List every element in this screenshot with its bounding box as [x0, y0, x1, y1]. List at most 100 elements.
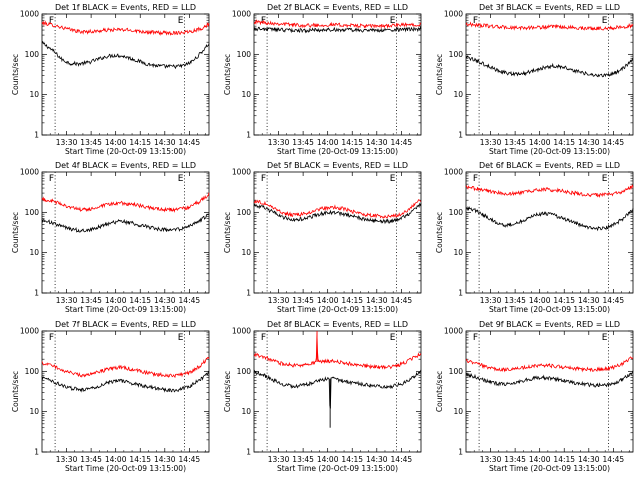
x-tick-label: 14:15	[553, 296, 575, 305]
x-tick-label: 14:45	[391, 296, 413, 305]
x-tick-label: 14:30	[578, 455, 600, 464]
x-tick-label: 13:45	[292, 455, 314, 464]
y-tick-label: 1	[458, 448, 463, 457]
series-line-lld	[465, 21, 634, 31]
y-axis-label: Counts/sec	[223, 212, 232, 253]
x-tick-label: 14:00	[317, 455, 339, 464]
start-marker-label: F	[49, 174, 54, 184]
x-tick-label: 14:15	[341, 138, 363, 147]
series-line-events	[253, 369, 422, 409]
y-axis-label: Counts/sec	[11, 371, 20, 412]
y-tick-label: 1000	[20, 10, 39, 19]
y-axis-label: Counts/sec	[11, 54, 20, 95]
y-tick-label: 1000	[444, 168, 463, 177]
end-marker-label: E	[178, 174, 184, 184]
y-tick-label: 1000	[444, 327, 463, 336]
x-tick-label: 13:45	[292, 138, 314, 147]
x-tick-label: 14:15	[129, 138, 151, 147]
series-line-events	[465, 205, 634, 232]
panel-grid: Det 1f BLACK = Events, RED = LLD 1 10 100 10…	[11, 3, 634, 473]
y-tick-label: 1	[34, 131, 39, 140]
x-axis-label: Start Time (20-Oct-09 13:15:00)	[277, 147, 398, 156]
y-tick-label: 1000	[232, 168, 251, 177]
x-tick-label: 13:30	[268, 296, 290, 305]
panel-det-1: Det 1f BLACK = Events, RED = LLD 1 10 100 10…	[11, 3, 210, 156]
x-tick-label: 13:30	[56, 455, 78, 464]
x-axis-label: Start Time (20-Oct-09 13:15:00)	[277, 305, 398, 314]
y-tick-label: 1000	[232, 327, 251, 336]
x-tick-label: 14:15	[129, 296, 151, 305]
y-tick-label: 10	[29, 248, 39, 257]
y-tick-label: 100	[237, 367, 252, 376]
x-axis-label: Start Time (20-Oct-09 13:15:00)	[489, 147, 610, 156]
x-tick-label: 14:15	[341, 296, 363, 305]
panel-title: Det 6f BLACK = Events, RED = LLD	[479, 161, 620, 170]
x-tick-label: 14:30	[578, 296, 600, 305]
x-tick-label: 13:45	[80, 296, 102, 305]
x-tick-label: 14:00	[105, 296, 127, 305]
end-marker-label: E	[178, 333, 184, 343]
x-tick-label: 14:15	[553, 138, 575, 147]
series-line-lld	[253, 199, 422, 219]
series-line-lld	[41, 20, 210, 36]
y-tick-label: 10	[241, 407, 251, 416]
y-tick-label: 10	[241, 90, 251, 99]
y-tick-label: 100	[237, 208, 252, 217]
panel-title: Det 1f BLACK = Events, RED = LLD	[55, 3, 196, 12]
series-line-lld	[465, 184, 634, 198]
y-axis-label: Counts/sec	[11, 212, 20, 253]
x-tick-label: 14:15	[129, 455, 151, 464]
end-marker-label: E	[602, 333, 608, 343]
plot-frame	[41, 13, 210, 136]
x-tick-label: 14:00	[529, 296, 551, 305]
y-tick-label: 1	[458, 289, 463, 298]
plot-frame	[253, 171, 422, 294]
plot-frame	[41, 330, 210, 453]
x-tick-label: 14:00	[529, 455, 551, 464]
x-tick-label: 14:45	[391, 138, 413, 147]
x-tick-label: 13:45	[292, 296, 314, 305]
y-tick-label: 1	[34, 448, 39, 457]
x-tick-label: 14:45	[179, 455, 201, 464]
x-tick-label: 13:45	[504, 138, 526, 147]
y-axis-label: Counts/sec	[435, 371, 444, 412]
start-marker-label: F	[49, 16, 54, 26]
start-marker-label: F	[261, 174, 266, 184]
panel-title: Det 2f BLACK = Events, RED = LLD	[267, 3, 408, 12]
x-tick-label: 13:45	[504, 296, 526, 305]
y-tick-label: 1	[246, 131, 251, 140]
x-tick-label: 13:30	[56, 296, 78, 305]
y-tick-label: 10	[453, 248, 463, 257]
x-tick-label: 13:30	[268, 455, 290, 464]
series-line-events	[41, 213, 210, 233]
y-tick-label: 10	[241, 248, 251, 257]
series-line-events	[465, 55, 633, 78]
y-axis-label: Counts/sec	[435, 212, 444, 253]
x-tick-label: 14:30	[154, 138, 176, 147]
y-tick-label: 100	[237, 50, 252, 59]
y-tick-label: 100	[449, 50, 464, 59]
y-tick-label: 100	[25, 208, 40, 217]
x-tick-label: 14:45	[391, 455, 413, 464]
end-marker-label: E	[390, 174, 396, 184]
y-tick-label: 1	[34, 289, 39, 298]
y-axis-label: Counts/sec	[435, 54, 444, 95]
x-tick-label: 14:45	[603, 296, 625, 305]
y-tick-label: 100	[25, 367, 40, 376]
x-tick-label: 13:30	[480, 296, 502, 305]
panel-det-5: Det 5f BLACK = Events, RED = LLD 1 10 100 10…	[223, 161, 422, 314]
plot-frame	[41, 171, 210, 294]
series-line-lld	[253, 332, 422, 370]
series-line-lld	[465, 356, 634, 373]
plot-frame	[465, 330, 634, 453]
panel-det-3: Det 3f BLACK = Events, RED = LLD 1 10 100 10…	[435, 3, 634, 156]
panel-det-7: Det 7f BLACK = Events, RED = LLD 1 10 100 10…	[11, 320, 210, 473]
x-tick-label: 14:30	[154, 455, 176, 464]
y-tick-label: 10	[29, 407, 39, 416]
series-line-events	[253, 26, 422, 34]
x-tick-label: 14:30	[578, 138, 600, 147]
start-marker-label: F	[49, 333, 54, 343]
x-axis-label: Start Time (20-Oct-09 13:15:00)	[489, 305, 610, 314]
series-line-events	[253, 202, 422, 225]
